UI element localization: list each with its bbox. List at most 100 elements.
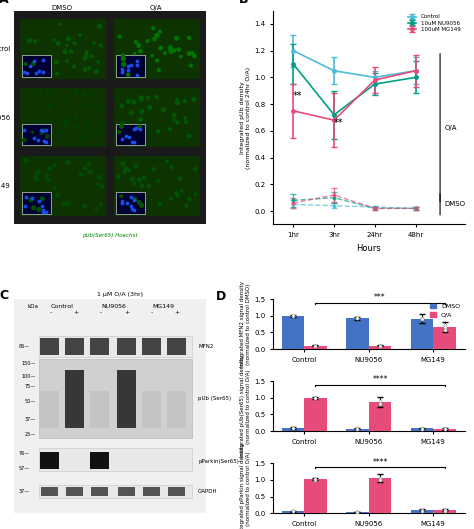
Point: [116, 128, 123, 136]
Point: [35, 197, 42, 205]
Point: [191, 190, 199, 198]
Point: [175, 45, 183, 54]
Point: [128, 205, 136, 214]
Point: [376, 475, 384, 484]
Point: [72, 113, 79, 122]
Point: [81, 202, 88, 211]
Point: [34, 136, 42, 144]
Text: DMSO: DMSO: [444, 202, 465, 207]
Point: [132, 124, 139, 132]
Point: [97, 41, 104, 50]
Point: [376, 400, 384, 408]
Text: GAPDH: GAPDH: [198, 489, 218, 494]
Point: [155, 176, 162, 185]
Point: [123, 199, 131, 208]
Point: [354, 424, 361, 433]
Point: [312, 475, 319, 484]
Text: Control: Control: [51, 304, 73, 308]
Point: [21, 136, 28, 144]
Bar: [410, 318, 433, 349]
Point: [54, 191, 61, 199]
Point: [62, 48, 69, 57]
Point: [312, 475, 319, 484]
Point: [44, 176, 52, 185]
Point: [27, 62, 34, 70]
Point: [75, 133, 82, 142]
Bar: [39, 359, 192, 439]
Point: [51, 185, 59, 193]
Point: [182, 201, 190, 209]
Point: [177, 52, 185, 61]
Point: [55, 39, 62, 48]
Point: [157, 44, 164, 52]
Point: [171, 46, 178, 54]
Point: [64, 199, 72, 208]
Point: [95, 101, 103, 110]
Point: [35, 205, 43, 214]
Point: [376, 341, 384, 350]
Point: [441, 506, 448, 515]
Bar: [117, 338, 136, 355]
Bar: [346, 318, 369, 349]
Point: [39, 56, 46, 65]
Text: **: **: [333, 118, 343, 128]
Bar: [22, 124, 51, 145]
Text: pUb (Ser65): pUb (Ser65): [198, 396, 231, 401]
Point: [441, 323, 448, 332]
Point: [90, 39, 98, 47]
Bar: [143, 487, 160, 496]
Point: [118, 199, 126, 208]
Point: [289, 311, 297, 320]
Point: [354, 314, 361, 323]
Point: [20, 136, 28, 145]
Point: [20, 126, 28, 134]
Bar: [114, 19, 200, 79]
Point: [28, 194, 36, 203]
Bar: [346, 428, 369, 431]
Point: [312, 394, 319, 403]
Point: [173, 96, 181, 105]
Point: [40, 127, 47, 136]
Point: [63, 121, 70, 129]
Bar: [433, 327, 456, 349]
Bar: [369, 345, 392, 349]
Point: [83, 121, 91, 130]
Bar: [410, 510, 433, 513]
Point: [120, 60, 128, 68]
Point: [133, 60, 140, 69]
Point: [131, 49, 138, 58]
Point: [418, 424, 426, 433]
Point: [312, 342, 319, 350]
Text: +: +: [125, 310, 130, 315]
Text: O/A: O/A: [150, 5, 162, 11]
Point: [376, 342, 384, 350]
Bar: [116, 56, 145, 77]
Point: [138, 107, 146, 116]
Text: -: -: [151, 310, 153, 315]
Point: [29, 60, 37, 68]
Bar: [22, 56, 51, 77]
Point: [124, 97, 132, 106]
Point: [148, 51, 156, 60]
Point: [138, 201, 146, 209]
Point: [354, 314, 361, 323]
Point: [289, 424, 297, 432]
Point: [132, 162, 140, 170]
Text: MG149: MG149: [0, 183, 10, 189]
Point: [151, 35, 158, 43]
Point: [441, 424, 448, 433]
Point: [441, 424, 448, 433]
Point: [116, 32, 123, 41]
Point: [34, 168, 42, 177]
Point: [289, 312, 297, 320]
Text: Control: Control: [0, 46, 10, 52]
Point: [60, 200, 68, 208]
Point: [45, 102, 52, 110]
Point: [161, 49, 169, 57]
Bar: [410, 428, 433, 431]
Bar: [40, 338, 59, 355]
Point: [312, 394, 319, 403]
Point: [130, 125, 138, 134]
Point: [155, 127, 162, 135]
Point: [136, 125, 144, 134]
